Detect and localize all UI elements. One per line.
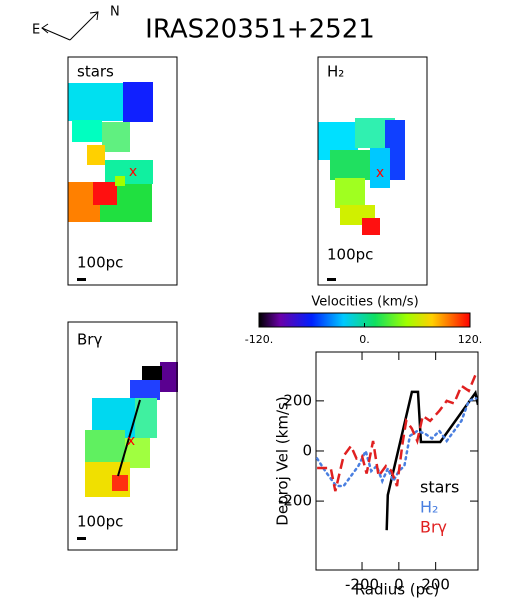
panel-label: stars [77, 63, 114, 81]
legend-entry: stars [420, 478, 459, 497]
x-axis-label: Radius (pc) [355, 581, 440, 599]
x-tick-label: -200 [345, 576, 379, 594]
legend-entry: H₂ [420, 498, 438, 517]
colorbar-tick-label: 120. [458, 333, 483, 346]
colorbar-ticks: -120. 0. 120. [245, 323, 482, 346]
h2-map: x [317, 56, 428, 286]
panel-label: H₂ [327, 63, 344, 81]
y-tick-label: 0 [302, 441, 312, 459]
x-tick-label: 200 [421, 576, 450, 594]
compass-north: N [110, 5, 120, 20]
scale-label: 100pc [77, 513, 123, 531]
svg-text:x: x [129, 164, 137, 180]
plot-frame [315, 351, 479, 571]
compass-east: E [32, 23, 40, 38]
y-tick-label: 200 [283, 391, 312, 409]
y-tick-label: -200 [278, 492, 312, 510]
brg-map: x [67, 321, 178, 551]
series-line [316, 397, 478, 488]
x-tick-label: 0 [394, 576, 404, 594]
legend-entry: Brγ [420, 518, 447, 537]
title: IRAS20351+2521 [145, 15, 375, 45]
compass [41, 11, 99, 41]
scale-label: 100pc [77, 254, 123, 272]
stars-map: x [67, 56, 178, 286]
colorbar-title: Velocities (km/s) [311, 295, 418, 310]
scale-label: 100pc [327, 246, 373, 264]
y-axis-label: Deproj Vel (km/s) [274, 396, 292, 525]
panel-label: Brγ [77, 331, 102, 349]
colorbar-tick-label: 0. [359, 333, 370, 346]
series-line [317, 372, 478, 492]
series-group [316, 372, 478, 531]
colorbar-tick-label: -120. [245, 333, 273, 346]
svg-text:x: x [127, 433, 135, 449]
svg-text:x: x [376, 165, 384, 181]
